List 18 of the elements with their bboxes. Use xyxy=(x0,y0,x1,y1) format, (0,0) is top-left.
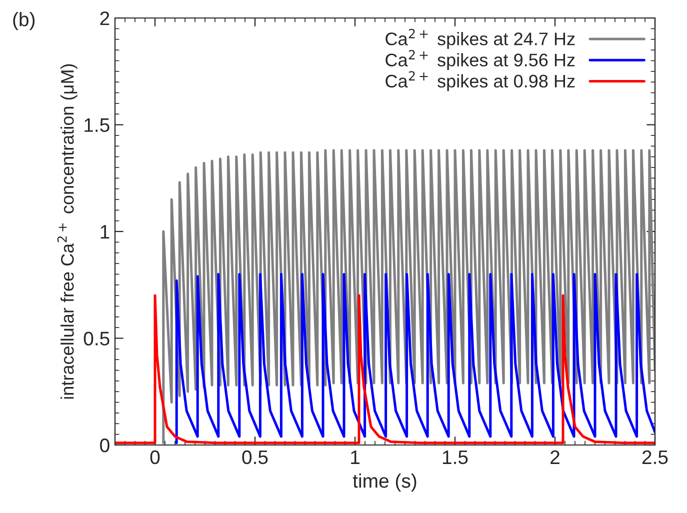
text: (b) xyxy=(13,12,35,30)
legend-label: Ca$^{2+}$ spikes at 0.98 Hz xyxy=(386,71,575,92)
line-series xyxy=(175,272,655,444)
x-tick-label: 0.5 xyxy=(242,450,268,464)
y-axis-title: intracellular free Ca$^{2+}$ concentration (μM) xyxy=(57,64,78,399)
x-axis-title: time (s) xyxy=(352,474,416,492)
x-tick-label: 2.5 xyxy=(642,450,668,464)
legend-label: Ca$^{2+}$ spikes at 24.7 Hz xyxy=(386,28,575,49)
legend-label: Ca$^{2+}$ spikes at 9.56 Hz xyxy=(386,50,575,70)
x-tick-label: 1 xyxy=(351,450,360,464)
y-tick-label: 1.5 xyxy=(84,118,110,132)
y-tick-label: 0 xyxy=(100,438,110,452)
y-tick-label: 1 xyxy=(100,225,110,239)
x-tick-label: 0 xyxy=(150,450,160,464)
x-tick-label: 2 xyxy=(550,450,560,464)
y-tick-label: 0.5 xyxy=(84,332,110,346)
y-tick-label: 2 xyxy=(100,11,110,26)
x-tick-label: 1.5 xyxy=(442,450,468,464)
